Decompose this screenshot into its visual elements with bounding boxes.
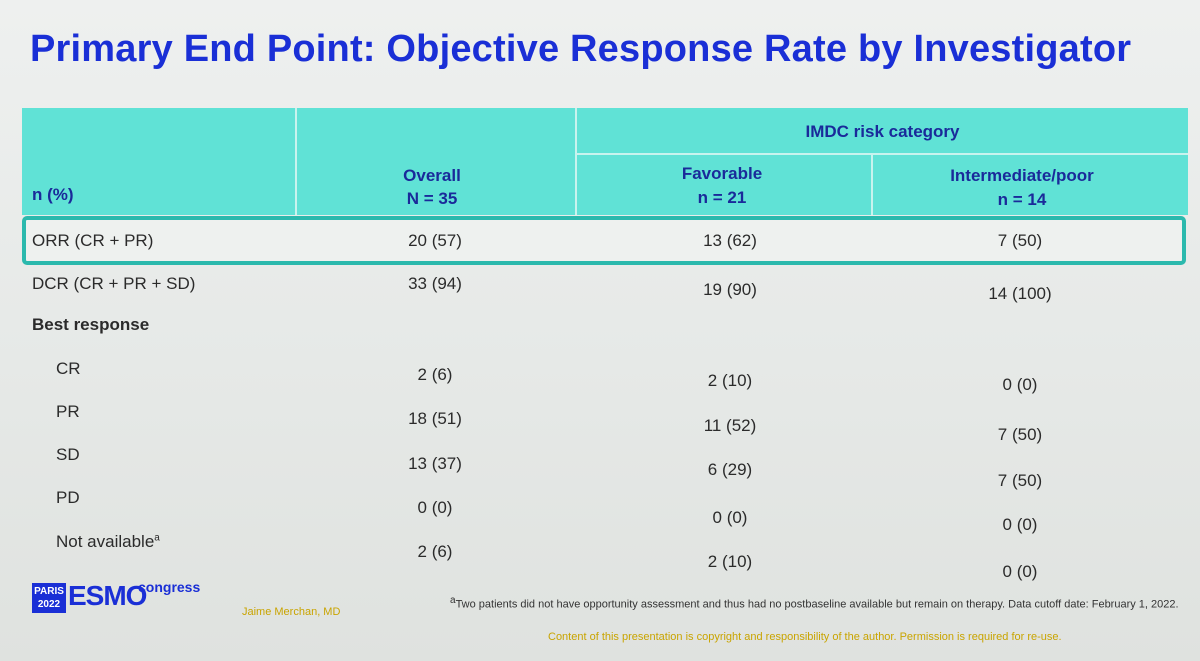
row-label: DCR (CR + PR + SD) (32, 274, 196, 293)
cell-overall: 20 (57) (408, 231, 462, 250)
author-name: Jaime Merchan, MD (242, 606, 341, 618)
cell-intermediate: 7 (50) (997, 231, 1043, 250)
cell-intermediate: 14 (100) (988, 284, 1052, 303)
header-overall-label: Overall (403, 166, 461, 185)
cell-intermediate: 0 (0) (1002, 562, 1038, 581)
header-group-label: IMDC risk category (805, 122, 960, 141)
logo-city-year: PARIS 2022 (32, 583, 66, 613)
cell-favorable: 11 (52) (703, 416, 757, 435)
header-divider (575, 108, 577, 215)
copyright-notice: Content of this presentation is copyrigh… (548, 631, 1062, 643)
cell-overall: 13 (37) (408, 454, 462, 473)
header-intermediate-label: Intermediate/poor (950, 166, 1094, 185)
header-divider (295, 108, 297, 215)
cell-favorable: 2 (10) (707, 552, 753, 571)
orr-highlight-box (22, 216, 1186, 265)
logo-brand: ESMO (68, 580, 147, 611)
row-label: PD (56, 488, 80, 507)
header-favorable-label: Favorable (681, 164, 763, 183)
slide-title: Primary End Point: Objective Response Ra… (30, 28, 1132, 70)
cell-overall: 18 (51) (408, 409, 462, 428)
header-divider (577, 153, 1188, 155)
row-label: PR (56, 402, 80, 421)
cell-intermediate: 0 (0) (1002, 515, 1038, 534)
header-row-label: n (%) (32, 185, 74, 204)
section-label: Best response (32, 315, 150, 334)
row-label: SD (56, 445, 80, 464)
results-table: n (%) Overall N = 35 IMDC risk category … (22, 108, 1188, 581)
cell-favorable: 0 (0) (712, 508, 748, 527)
header-divider (871, 154, 873, 215)
header-intermediate-n: n = 14 (997, 190, 1047, 209)
cell-favorable: 2 (10) (707, 371, 753, 390)
cell-favorable: 19 (90) (703, 280, 757, 299)
cell-intermediate: 0 (0) (1002, 375, 1038, 394)
row-label: ORR (CR + PR) (32, 231, 154, 250)
cell-overall: 33 (94) (408, 274, 462, 293)
cell-overall: 0 (0) (417, 498, 453, 517)
cell-overall: 2 (6) (417, 365, 453, 384)
table-header: n (%) Overall N = 35 IMDC risk category … (22, 108, 1188, 215)
cell-intermediate: 7 (50) (997, 425, 1043, 444)
esmo-logo: PARIS 2022 ESMO congress (32, 579, 200, 613)
footnote: aTwo patients did not have opportunity a… (450, 595, 1179, 611)
row-label: Not availablea (56, 532, 160, 551)
logo-event: congress (138, 579, 201, 595)
header-favorable-n: n = 21 (697, 188, 747, 207)
cell-intermediate: 7 (50) (997, 471, 1043, 490)
cell-favorable: 6 (29) (707, 460, 753, 479)
cell-overall: 2 (6) (417, 542, 453, 561)
cell-favorable: 13 (62) (703, 231, 757, 250)
header-overall-n: N = 35 (406, 189, 458, 208)
row-label: CR (56, 359, 81, 378)
